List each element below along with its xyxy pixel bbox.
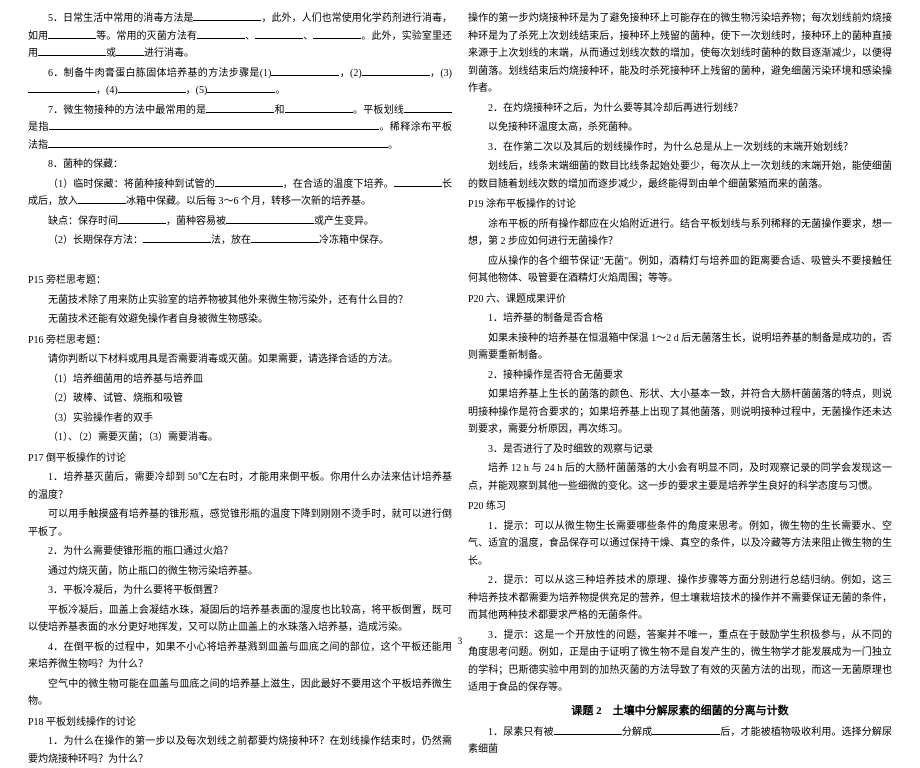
p16-3: （3）实验操作者的双手 xyxy=(28,410,452,428)
r-p2q: 2．在灼烧接种环之后，为什么要等其冷却后再进行划线？ xyxy=(468,100,892,118)
right-column: 操作的第一步灼烧接种环是为了避免接种环上可能存在的微生物污染培养物；每次划线前灼… xyxy=(460,10,900,645)
p17-3a: 平板冷凝后，皿盖上会凝结水珠，凝固后的培养基表面的湿度也比较高，将平板倒置，既可… xyxy=(28,602,452,637)
p16-head: P16 旁栏思考题： xyxy=(28,332,452,350)
page-number: 3 xyxy=(0,636,920,646)
t2-p1: 1．尿素只有被分解成后，才能被植物吸收利用。选择分解尿素细菌 xyxy=(468,724,892,759)
p19-q: 涂布平板的所有操作都应在火焰附近进行。结合平板划线与系列稀释的无菌操作要求，想一… xyxy=(468,216,892,251)
r-p3q: 3．在作第二次以及其后的划线操作时，为什么总是从上一次划线的末端开始划线？ xyxy=(468,139,892,157)
p16-2: （2）玻棒、试管、烧瓶和吸管 xyxy=(28,390,452,408)
p15-head: P15 旁栏思考题： xyxy=(28,272,452,290)
p20-3a: 培养 12 h 与 24 h 后的大肠杆菌菌落的大小会有明显不同，及时观察记录的… xyxy=(468,460,892,495)
p17-3q: 3．平板冷凝后，为什么要将平板倒置？ xyxy=(28,582,452,600)
q8-2: （2）长期保存方法：法，放在冷冻箱中保存。 xyxy=(28,232,452,250)
r-p2a: 以免接种环温度太高，杀死菌种。 xyxy=(468,119,892,137)
p16-a: （1）、（2）需要灭菌；（3）需要消毒。 xyxy=(28,429,452,447)
p19-head: P19 涂布平板操作的讨论 xyxy=(468,196,892,214)
p20-ex1: 1．提示：可以从微生物生长需要哪些条件的角度来思考。例如，微生物的生长需要水、空… xyxy=(468,518,892,571)
p20-ex2: 2．提示：可以从这三种培养技术的原理、操作步骤等方面分别进行总结归纳。例如，这三… xyxy=(468,572,892,625)
r-p3a: 划线后，线条末端细菌的数目比线条起始处要少，每次从上一次划线的末端开始，能使细菌… xyxy=(468,158,892,193)
q5: 5．日常生活中常用的消毒方法是，此外，人们也常使用化学药剂进行消毒，如用等。常用… xyxy=(28,10,452,63)
q6: 6．制备牛肉膏蛋白胨固体培养基的方法步骤是(1)，(2)，(3)，(4)，(5)… xyxy=(28,65,452,100)
page: 5．日常生活中常用的消毒方法是，此外，人们也常使用化学药剂进行消毒，如用等。常用… xyxy=(0,0,920,650)
p17-4a: 空气中的微生物可能在皿盖与皿底之间的培养基上滋生，因此最好不要用这个平板培养微生… xyxy=(28,676,452,711)
blank-line xyxy=(28,252,452,270)
p16-q: 请你判断以下材料或用具是否需要消毒或灭菌。如果需要，请选择合适的方法。 xyxy=(28,351,452,369)
p15-q: 无菌技术除了用来防止实验室的培养物被其他外来微生物污染外，还有什么目的？ xyxy=(28,292,452,310)
left-column: 5．日常生活中常用的消毒方法是，此外，人们也常使用化学药剂进行消毒，如用等。常用… xyxy=(20,10,460,645)
q8: 8．菌种的保藏： xyxy=(28,156,452,174)
q7: 7．微生物接种的方法中最常用的是和。平板划线是指。稀释涂布平板法指。 xyxy=(28,102,452,155)
p17-head: P17 倒平板操作的讨论 xyxy=(28,450,452,468)
p19-a: 应从操作的各个细节保证"无菌"。例如，酒精灯与培养皿的距离要合适、吸管头不要接触… xyxy=(468,253,892,288)
p20-ex-head: P20 练习 xyxy=(468,498,892,516)
p20-1a: 如果未接种的培养基在恒温箱中保温 1～2 d 后无菌落生长，说明培养基的制备是成… xyxy=(468,330,892,365)
p17-2a: 通过灼烧灭菌，防止瓶口的微生物污染培养基。 xyxy=(28,563,452,581)
p20-3h: 3．是否进行了及时细致的观察与记录 xyxy=(468,441,892,459)
p18-1q: 1．为什么在操作的第一步以及每次划线之前都要灼烧接种环？在划线操作结束时，仍然需… xyxy=(28,733,452,768)
q8-1: （1）临时保藏：将菌种接种到试管的，在合适的温度下培养。长成后，放入冰箱中保藏。… xyxy=(28,176,452,211)
p20-2a: 如果培养基上生长的菌落的颜色、形状、大小基本一致，并符合大肠杆菌菌落的特点，则说… xyxy=(468,386,892,439)
topic2-title: 课题 2 土壤中分解尿素的细菌的分离与计数 xyxy=(468,702,892,721)
p17-1a: 可以用手触摸盛有培养基的锥形瓶，感觉锥形瓶的温度下降到刚刚不烫手时，就可以进行倒… xyxy=(28,506,452,541)
p17-2q: 2．为什么需要使锥形瓶的瓶口通过火焰？ xyxy=(28,543,452,561)
p17-1q: 1．培养基灭菌后，需要冷却到 50℃左右时，才能用来倒平板。你用什么办法来估计培… xyxy=(28,469,452,504)
p20-1h: 1．培养基的制备是否合格 xyxy=(468,310,892,328)
p18-head: P18 平板划线操作的讨论 xyxy=(28,714,452,732)
q8-1-lack: 缺点：保存时间，菌种容易被或产生变异。 xyxy=(28,213,452,231)
p15-a: 无菌技术还能有效避免操作者自身被微生物感染。 xyxy=(28,311,452,329)
p16-1: （1）培养细菌用的培养基与培养皿 xyxy=(28,371,452,389)
p20-2h: 2．接种操作是否符合无菌要求 xyxy=(468,367,892,385)
p20-head: P20 六、课题成果评价 xyxy=(468,291,892,309)
r-p1: 操作的第一步灼烧接种环是为了避免接种环上可能存在的微生物污染培养物；每次划线前灼… xyxy=(468,10,892,98)
